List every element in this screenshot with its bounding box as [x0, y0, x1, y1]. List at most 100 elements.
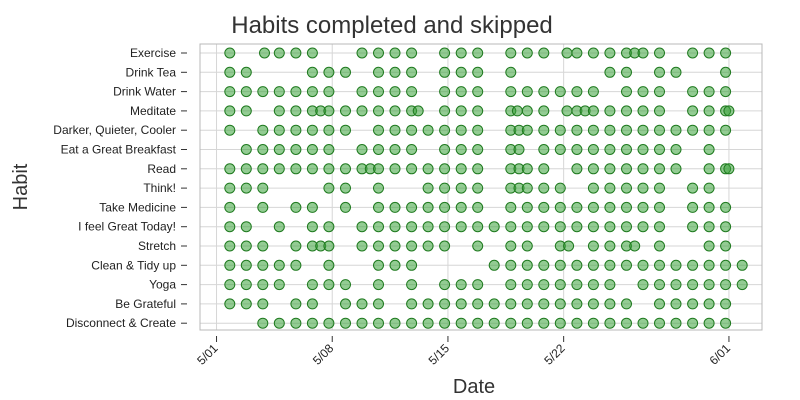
data-point: [521, 279, 533, 291]
data-point: [629, 240, 641, 252]
data-point: [224, 221, 236, 233]
data-point: [604, 279, 616, 291]
data-point: [720, 47, 732, 59]
data-point: [439, 221, 451, 233]
y-tick-label: Eat a Great Breakfast: [61, 143, 177, 157]
data-point: [273, 144, 285, 155]
data-point: [687, 221, 699, 233]
data-point: [472, 317, 484, 329]
data-point: [356, 86, 368, 98]
data-point: [472, 221, 484, 233]
data-point: [505, 201, 517, 213]
data-point: [224, 240, 236, 252]
data-point: [554, 317, 566, 329]
data-point: [521, 201, 533, 213]
data-point: [439, 124, 451, 136]
data-point: [654, 201, 665, 213]
data-point: [604, 47, 616, 59]
data-point: [240, 240, 252, 252]
data-point: [571, 221, 583, 233]
data-point: [723, 105, 735, 117]
data-point: [703, 124, 715, 136]
data-point: [654, 259, 665, 271]
data-point: [389, 221, 401, 233]
data-point: [703, 298, 715, 310]
data-point: [604, 66, 616, 78]
data-point: [621, 259, 632, 271]
data-point: [521, 317, 533, 329]
data-point: [538, 182, 550, 194]
data-point: [720, 124, 732, 136]
data-point: [538, 201, 550, 213]
data-point: [521, 163, 533, 175]
data-point: [621, 182, 632, 194]
data-point: [563, 240, 575, 252]
data-point: [273, 105, 285, 117]
data-point: [621, 163, 632, 175]
data-point: [323, 124, 335, 136]
data-point: [240, 221, 252, 233]
data-point: [306, 201, 318, 213]
data-point: [455, 182, 467, 194]
data-point: [406, 47, 418, 59]
data-point: [224, 298, 236, 310]
data-point: [654, 298, 665, 310]
data-point: [654, 182, 665, 194]
data-point: [554, 221, 566, 233]
data-point: [654, 86, 665, 98]
data-point: [561, 47, 573, 59]
y-tick-label: Disconnect & Create: [66, 316, 176, 330]
data-point: [505, 66, 517, 78]
data-points: [224, 47, 748, 329]
data-point: [240, 105, 252, 117]
data-point: [273, 124, 285, 136]
data-point: [323, 163, 335, 175]
data-point: [323, 279, 335, 291]
data-point: [389, 163, 401, 175]
data-point: [654, 279, 665, 291]
data-point: [373, 105, 384, 117]
data-point: [720, 298, 732, 310]
data-point: [439, 66, 451, 78]
x-axis-title: Date: [453, 376, 495, 398]
data-point: [505, 221, 517, 233]
data-point: [488, 298, 500, 310]
data-point: [455, 221, 467, 233]
data-point: [373, 279, 384, 291]
data-point: [340, 298, 351, 310]
data-point: [604, 317, 616, 329]
data-point: [621, 124, 632, 136]
data-point: [373, 144, 384, 155]
data-point: [587, 124, 599, 136]
data-point: [637, 105, 649, 117]
y-tick-label: Think!: [143, 181, 176, 195]
data-point: [670, 298, 682, 310]
data-point: [561, 105, 573, 117]
data-point: [306, 124, 318, 136]
data-point: [736, 279, 748, 291]
data-point: [455, 66, 467, 78]
x-tick-label: 6/01: [707, 341, 734, 368]
data-point: [290, 163, 302, 175]
data-point: [323, 240, 335, 252]
data-point: [511, 105, 523, 117]
data-point: [472, 298, 484, 310]
y-tick-label: Stretch: [138, 239, 176, 253]
data-point: [422, 221, 434, 233]
data-point: [604, 259, 616, 271]
data-point: [356, 221, 368, 233]
data-point: [224, 259, 236, 271]
data-point: [505, 279, 517, 291]
data-point: [587, 298, 599, 310]
data-point: [455, 124, 467, 136]
data-point: [637, 279, 649, 291]
data-point: [670, 66, 682, 78]
data-point: [406, 66, 418, 78]
data-point: [521, 221, 533, 233]
data-point: [604, 163, 616, 175]
data-point: [323, 317, 335, 329]
data-point: [472, 124, 484, 136]
data-point: [290, 259, 302, 271]
data-point: [687, 279, 699, 291]
data-point: [323, 182, 335, 194]
